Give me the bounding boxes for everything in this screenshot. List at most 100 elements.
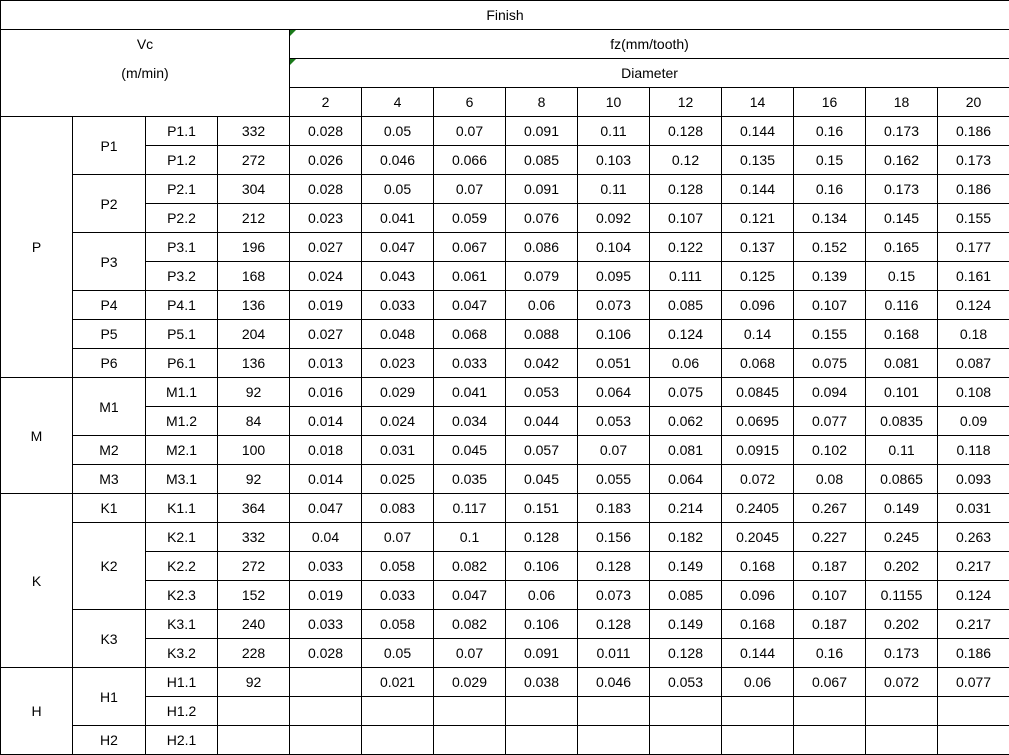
fz-cell[interactable]: 0.079 [505,261,578,291]
fz-cell[interactable]: 0.024 [289,261,362,291]
fz-cell[interactable]: 0.202 [865,551,938,581]
fz-cell[interactable]: 0.068 [721,348,794,378]
fz-cell[interactable]: 0.088 [505,319,578,349]
fz-cell[interactable]: 0.061 [433,261,506,291]
fz-cell[interactable]: 0.173 [865,116,938,146]
vc-cell[interactable]: 212 [217,203,290,233]
vc-cell[interactable]: 332 [217,522,290,552]
fz-cell[interactable]: 0.014 [289,406,362,436]
fz-cell[interactable]: 0.062 [649,406,722,436]
fz-cell[interactable]: 0.044 [505,406,578,436]
vc-header[interactable]: Vc (m/min) [0,29,290,117]
fz-cell[interactable]: 0.047 [433,290,506,320]
fz-cell[interactable]: 0.086 [505,232,578,262]
diameter-cell[interactable]: 14 [721,87,794,117]
fz-cell[interactable]: 0.177 [936,232,1009,262]
fz-cell[interactable] [361,725,434,755]
fz-cell[interactable]: 0.093 [936,464,1009,494]
fz-cell[interactable]: 0.162 [865,145,938,175]
vc-cell[interactable]: 92 [217,464,290,494]
fz-cell[interactable]: 0.024 [361,406,434,436]
fz-cell[interactable]: 0.064 [577,377,650,407]
fz-cell[interactable]: 0.128 [649,174,722,204]
fz-cell[interactable]: 0.122 [649,232,722,262]
fz-cell[interactable]: 0.028 [289,638,362,668]
fz-cell[interactable]: 0.023 [289,203,362,233]
fz-cell[interactable]: 0.011 [577,638,650,668]
fz-cell[interactable]: 0.124 [936,580,1009,610]
material-id-cell[interactable]: M3.1 [145,464,218,494]
vc-cell[interactable]: 304 [217,174,290,204]
fz-cell[interactable]: 0.116 [865,290,938,320]
fz-cell[interactable]: 0.156 [577,522,650,552]
fz-cell[interactable]: 0.035 [433,464,506,494]
material-subgroup-cell[interactable]: K3 [72,609,146,668]
fz-cell[interactable]: 0.033 [433,348,506,378]
material-subgroup-cell[interactable]: M1 [72,377,146,436]
material-id-cell[interactable]: P2.1 [145,174,218,204]
fz-cell[interactable]: 0.033 [289,609,362,639]
fz-cell[interactable]: 0.263 [936,522,1009,552]
fz-cell[interactable]: 0.227 [793,522,866,552]
fz-cell[interactable]: 0.214 [649,493,722,523]
vc-cell[interactable]: 272 [217,551,290,581]
fz-cell[interactable]: 0.128 [577,551,650,581]
diameter-cell[interactable]: 12 [649,87,722,117]
fz-cell[interactable]: 0.0915 [721,435,794,465]
fz-cell[interactable]: 0.104 [577,232,650,262]
fz-cell[interactable] [433,696,506,726]
diameter-cell[interactable]: 4 [361,87,434,117]
material-id-cell[interactable]: P3.1 [145,232,218,262]
fz-cell[interactable]: 0.05 [361,174,434,204]
material-subgroup-cell[interactable]: P5 [72,319,146,349]
fz-cell[interactable]: 0.11 [577,116,650,146]
fz-cell[interactable]: 0.149 [865,493,938,523]
fz-cell[interactable] [936,725,1009,755]
fz-cell[interactable]: 0.064 [649,464,722,494]
vc-cell[interactable]: 240 [217,609,290,639]
vc-cell[interactable]: 92 [217,377,290,407]
fz-cell[interactable]: 0.055 [577,464,650,494]
material-subgroup-cell[interactable]: K2 [72,522,146,610]
fz-cell[interactable]: 0.161 [936,261,1009,291]
material-group-cell[interactable]: P [0,116,73,378]
fz-cell[interactable]: 0.202 [865,609,938,639]
fz-cell[interactable]: 0.186 [936,638,1009,668]
fz-cell[interactable]: 0.096 [721,290,794,320]
fz-cell[interactable]: 0.096 [721,580,794,610]
material-group-cell[interactable]: K [0,493,73,668]
fz-cell[interactable]: 0.042 [505,348,578,378]
fz-cell[interactable]: 0.182 [649,522,722,552]
fz-cell[interactable]: 0.082 [433,609,506,639]
fz-cell[interactable]: 0.16 [793,116,866,146]
fz-cell[interactable]: 0.117 [433,493,506,523]
fz-cell[interactable]: 0.155 [793,319,866,349]
fz-cell[interactable]: 0.051 [577,348,650,378]
fz-cell[interactable] [505,696,578,726]
fz-cell[interactable]: 0.168 [865,319,938,349]
fz-cell[interactable]: 0.2405 [721,493,794,523]
diameter-header[interactable]: Diameter [288,58,1009,88]
fz-cell[interactable]: 0.073 [577,580,650,610]
diameter-cell[interactable]: 16 [793,87,866,117]
fz-cell[interactable]: 0.085 [649,580,722,610]
fz-cell[interactable]: 0.187 [793,609,866,639]
fz-cell[interactable]: 0.041 [433,377,506,407]
fz-cell[interactable]: 0.053 [649,667,722,697]
fz-cell[interactable]: 0.021 [361,667,434,697]
fz-cell[interactable]: 0.11 [865,435,938,465]
fz-cell[interactable] [936,696,1009,726]
vc-cell[interactable]: 92 [217,667,290,697]
fz-cell[interactable]: 0.07 [361,522,434,552]
vc-cell[interactable] [217,725,290,755]
fz-cell[interactable]: 0.06 [505,290,578,320]
fz-cell[interactable]: 0.06 [721,667,794,697]
material-subgroup-cell[interactable]: H1 [72,667,146,726]
fz-cell[interactable]: 0.013 [289,348,362,378]
fz-cell[interactable]: 0.128 [649,638,722,668]
fz-cell[interactable]: 0.144 [721,638,794,668]
fz-cell[interactable]: 0.0835 [865,406,938,436]
fz-cell[interactable]: 0.028 [289,174,362,204]
fz-cell[interactable]: 0.057 [505,435,578,465]
fz-cell[interactable]: 0.018 [289,435,362,465]
